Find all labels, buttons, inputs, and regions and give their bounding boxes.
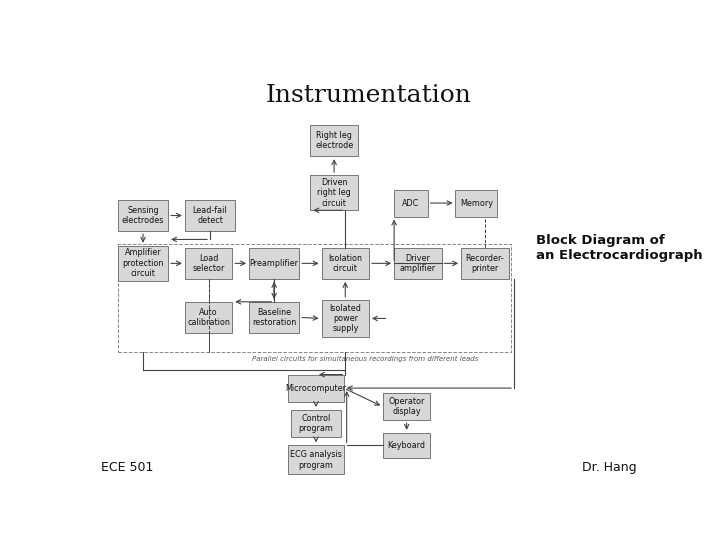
Text: Preamplifier: Preamplifier: [250, 259, 299, 268]
Bar: [394, 190, 428, 217]
Text: Keyboard: Keyboard: [387, 441, 426, 450]
Text: Isolation
circuit: Isolation circuit: [328, 254, 362, 273]
Bar: [310, 175, 358, 210]
Text: Block Diagram of
an Electrocardiograph: Block Diagram of an Electrocardiograph: [536, 234, 703, 262]
Bar: [291, 410, 341, 437]
Bar: [394, 248, 441, 279]
Bar: [461, 248, 508, 279]
Bar: [249, 302, 300, 333]
Bar: [288, 375, 344, 402]
Text: ADC: ADC: [402, 199, 420, 207]
Bar: [322, 300, 369, 337]
Text: Driven
right leg
circuit: Driven right leg circuit: [318, 178, 351, 207]
Bar: [185, 200, 235, 231]
Text: ECE 501: ECE 501: [101, 461, 153, 474]
Text: Microcomputer: Microcomputer: [286, 383, 346, 393]
Text: Right leg
electrode: Right leg electrode: [315, 131, 354, 150]
Bar: [383, 393, 431, 420]
Text: Recorder-
printer: Recorder- printer: [465, 254, 504, 273]
Bar: [383, 433, 431, 458]
Text: Instrumentation: Instrumentation: [266, 84, 472, 106]
Text: Isolated
power
supply: Isolated power supply: [329, 303, 361, 333]
Bar: [310, 125, 358, 156]
Text: Control
program: Control program: [299, 414, 333, 433]
Bar: [185, 248, 233, 279]
Text: Sensing
electrodes: Sensing electrodes: [122, 206, 164, 225]
Text: Driver
amplifier: Driver amplifier: [400, 254, 436, 273]
Text: Dr. Hang: Dr. Hang: [582, 461, 637, 474]
Bar: [118, 246, 168, 281]
Bar: [118, 244, 511, 352]
Bar: [288, 446, 344, 474]
Text: Lead-fail
detect: Lead-fail detect: [193, 206, 228, 225]
Text: Auto
calibration: Auto calibration: [187, 308, 230, 327]
Text: Operator
display: Operator display: [389, 397, 425, 416]
Text: Parallel circuits for simultaneous recordings from different leads: Parallel circuits for simultaneous recor…: [252, 356, 478, 362]
Bar: [456, 190, 498, 217]
Bar: [185, 302, 233, 333]
Bar: [322, 248, 369, 279]
Text: Baseline
restoration: Baseline restoration: [252, 308, 296, 327]
Text: Load
selector: Load selector: [192, 254, 225, 273]
Text: Memory: Memory: [460, 199, 493, 207]
Bar: [249, 248, 300, 279]
Text: Amplifier
protection
circuit: Amplifier protection circuit: [122, 248, 163, 278]
Bar: [118, 200, 168, 231]
Text: ECG analysis
program: ECG analysis program: [290, 450, 342, 469]
